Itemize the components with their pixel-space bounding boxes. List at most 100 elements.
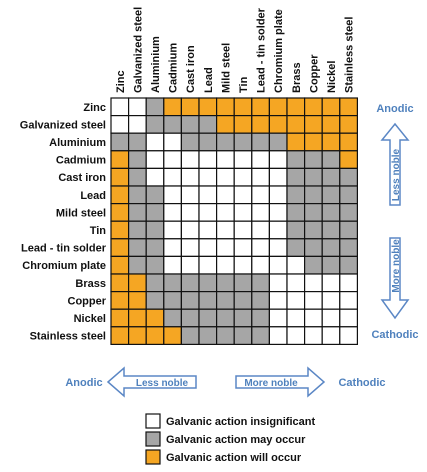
column-label-stainless-steel: Stainless steel <box>344 17 356 93</box>
row-label-galvanized-steel: Galvanized steel <box>20 119 106 131</box>
row-label-nickel: Nickel <box>74 313 106 325</box>
matrix-cell <box>339 203 358 222</box>
matrix-cell <box>180 291 200 310</box>
column-label-lead: Lead <box>203 67 215 93</box>
column-label-lead-tin-solder: Lead - tin solder <box>256 7 268 93</box>
matrix-cell <box>304 273 323 293</box>
matrix-cell <box>198 220 218 240</box>
matrix-cell <box>339 220 358 240</box>
column-labels: Zinc Galvanized steel Aluminium Cadmium Cast… <box>115 7 356 93</box>
matrix-cell <box>286 97 306 117</box>
matrix-cell <box>321 150 341 170</box>
matrix-cell <box>233 308 253 328</box>
down-arrow-icon <box>380 237 410 320</box>
side-scale: Anodic Less noble More noble Cathodic <box>371 103 418 341</box>
matrix-cell <box>145 150 165 170</box>
matrix-cell <box>304 97 323 117</box>
bottom-scale: Anodic Less noble More noble Cathodic <box>65 366 386 398</box>
matrix-cell <box>145 238 165 258</box>
matrix-cell <box>163 203 183 222</box>
matrix-cell <box>110 291 130 310</box>
matrix-cell <box>216 326 235 345</box>
matrix-cell <box>198 238 218 258</box>
matrix-cell <box>163 326 183 345</box>
matrix-cell <box>251 97 271 117</box>
legend-label-will-occur: Galvanic action will occur <box>166 452 302 464</box>
matrix-cell <box>163 308 183 328</box>
matrix-cell <box>251 308 271 328</box>
side-anodic-label: Anodic <box>376 103 413 115</box>
matrix-cell <box>145 97 165 117</box>
matrix-cell <box>110 220 130 240</box>
matrix-cell <box>268 185 288 205</box>
matrix-cell <box>145 167 165 187</box>
matrix-cell <box>321 291 341 310</box>
matrix-cell <box>233 255 253 275</box>
legend-swatch-may-occur <box>145 431 161 447</box>
matrix-cell <box>339 150 358 170</box>
matrix-cell <box>128 255 147 275</box>
matrix-cell <box>198 150 218 170</box>
row-label-lead: Lead <box>80 190 106 202</box>
matrix-cell <box>180 167 200 187</box>
column-label-tin: Tin <box>238 76 250 93</box>
matrix-cell <box>198 185 218 205</box>
matrix-cell <box>233 326 253 345</box>
compatibility-matrix <box>110 97 358 345</box>
matrix-cell <box>110 132 130 152</box>
matrix-cell <box>110 238 130 258</box>
matrix-cell <box>128 220 147 240</box>
matrix-cell <box>145 255 165 275</box>
matrix-cell <box>268 114 288 134</box>
matrix-cell <box>339 185 358 205</box>
row-label-mild-steel: Mild steel <box>56 207 106 219</box>
legend-swatch-will-occur <box>145 449 161 465</box>
matrix-cell <box>321 238 341 258</box>
matrix-cell <box>251 326 271 345</box>
matrix-cell <box>198 167 218 187</box>
matrix-cell <box>128 238 147 258</box>
matrix-cell <box>128 132 147 152</box>
matrix-cell <box>304 291 323 310</box>
row-label-cadmium: Cadmium <box>56 155 106 167</box>
matrix-cell <box>321 220 341 240</box>
matrix-cell <box>233 203 253 222</box>
matrix-cell <box>110 273 130 293</box>
up-arrow-icon <box>380 122 410 206</box>
column-label-galvanized-steel: Galvanized steel <box>132 7 144 93</box>
matrix-cell <box>163 220 183 240</box>
matrix-cell <box>216 308 235 328</box>
matrix-cell <box>286 255 306 275</box>
matrix-cell <box>304 255 323 275</box>
legend-label-may-occur: Galvanic action may occur <box>166 434 306 446</box>
matrix-cell <box>321 114 341 134</box>
matrix-cell <box>339 238 358 258</box>
legend: Galvanic action insignificant Galvanic a… <box>145 413 315 465</box>
matrix-cell <box>163 167 183 187</box>
matrix-cell <box>268 273 288 293</box>
matrix-cell <box>145 308 165 328</box>
side-less-noble-label: Less noble <box>391 148 402 201</box>
matrix-cell <box>233 132 253 152</box>
matrix-cell <box>128 150 147 170</box>
side-more-noble-label: More noble <box>391 239 402 293</box>
matrix-cell <box>216 238 235 258</box>
matrix-cell <box>128 291 147 310</box>
row-label-aluminium: Aluminium <box>49 137 106 149</box>
bottom-anodic-label: Anodic <box>65 377 102 389</box>
matrix-cell <box>339 167 358 187</box>
side-cathodic-label: Cathodic <box>371 329 418 341</box>
matrix-cell <box>198 273 218 293</box>
column-label-brass: Brass <box>291 62 303 93</box>
column-label-cast-iron: Cast iron <box>185 45 197 93</box>
matrix-cell <box>233 238 253 258</box>
matrix-cell <box>268 326 288 345</box>
matrix-cell <box>339 114 358 134</box>
row-labels: Zinc Galvanized steel Aluminium Cadmium Cast… <box>20 102 107 343</box>
matrix-cell <box>180 220 200 240</box>
column-label-nickel: Nickel <box>326 61 338 93</box>
matrix-cell <box>321 203 341 222</box>
matrix-cell <box>145 326 165 345</box>
row-label-copper: Copper <box>68 295 107 307</box>
matrix-cell <box>145 220 165 240</box>
